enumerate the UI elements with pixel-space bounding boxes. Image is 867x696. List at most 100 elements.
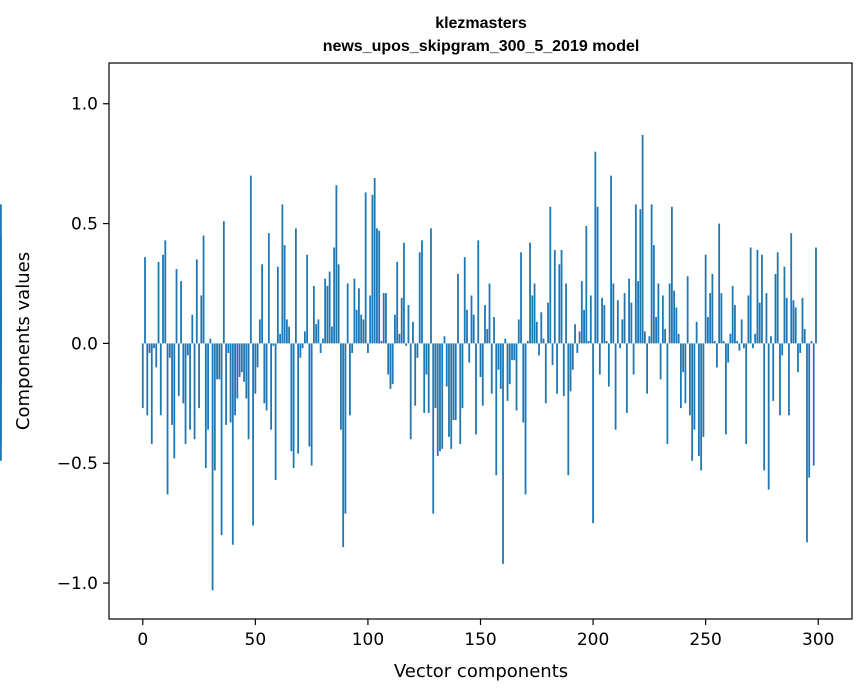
bar-component-9 — [162, 254, 164, 344]
bar-component-167 — [517, 319, 520, 344]
bar-component-226 — [650, 204, 653, 344]
bar-component-15 — [175, 269, 178, 344]
bar-component-276 — [763, 343, 766, 471]
bar-component-200 — [592, 343, 594, 524]
bar-component-177 — [540, 312, 543, 344]
bar-component-59 — [274, 343, 277, 480]
bar-component-108 — [385, 293, 387, 344]
bar-component-3 — [148, 343, 151, 353]
bar-component-111 — [391, 343, 394, 385]
bar-component-93 — [351, 343, 354, 353]
bar-component-157 — [495, 343, 498, 476]
chart-title-line-2: news_upos_skipgram_300_5_2019 model — [323, 38, 640, 55]
bar-component-293 — [801, 297, 804, 344]
bar-component-150 — [479, 343, 482, 377]
bar-component-25 — [198, 343, 200, 409]
bar-component-287 — [788, 343, 790, 416]
bar-component-265 — [738, 343, 741, 351]
bar-series — [0, 134, 817, 591]
bar-component-250 — [704, 254, 707, 344]
bar-component-201 — [594, 151, 597, 344]
bar-component-95 — [355, 309, 358, 344]
bar-component-153 — [486, 329, 489, 344]
bar-component-259 — [725, 343, 727, 435]
bar-component-56 — [267, 233, 270, 344]
bar-component-37 — [225, 343, 227, 425]
bar-component-147 — [472, 314, 475, 344]
bar-component-11 — [166, 343, 169, 495]
bar-component-149 — [477, 240, 480, 344]
bar-component-171 — [526, 341, 529, 344]
bar-component-195 — [580, 281, 583, 344]
bar-component-262 — [731, 285, 734, 344]
bar-component-126 — [425, 343, 428, 375]
bar-component-288 — [790, 233, 793, 344]
bar-component-181 — [549, 206, 552, 344]
bar-component-189 — [567, 343, 570, 476]
bar-component-233 — [666, 343, 669, 445]
bar-component-74 — [308, 343, 311, 447]
bar-component-197 — [585, 225, 588, 344]
bar-component-34 — [218, 343, 221, 380]
bar-component-65 — [288, 326, 291, 344]
x-tick-label: 150 — [464, 630, 496, 650]
bar-component-123 — [418, 252, 421, 344]
bar-component-232 — [664, 329, 667, 344]
bar-component-136 — [448, 343, 450, 437]
bar-component-165 — [513, 343, 516, 361]
bar-component-188 — [565, 283, 567, 344]
bar-component-133 — [441, 343, 444, 449]
x-axis-ticks: 0 50 100 150 200 250 300 — [137, 619, 834, 650]
bar-component-38 — [227, 343, 230, 353]
bar-component-114 — [398, 333, 401, 344]
bar-component-143 — [463, 257, 466, 344]
bar-component-182 — [551, 343, 554, 365]
bar-component-101 — [369, 295, 372, 344]
bar-component-273 — [756, 249, 759, 344]
bar-component-284 — [781, 343, 784, 356]
bar-component-175 — [535, 321, 538, 344]
bar-component-12 — [168, 343, 171, 358]
bar-component-72 — [303, 331, 306, 344]
bar-component-196 — [583, 309, 585, 344]
bar-component-247 — [698, 343, 700, 457]
bar-component-160 — [502, 343, 504, 564]
bar-component-249 — [702, 343, 705, 437]
bar-component-166 — [515, 343, 518, 411]
bar-component-75 — [310, 343, 313, 466]
bar-component-45 — [243, 343, 245, 382]
bar-component-168 — [520, 252, 522, 344]
bar-component-148 — [475, 343, 477, 435]
bar-component-47 — [247, 343, 250, 440]
bar-component-4 — [150, 343, 153, 445]
bar-component-198 — [587, 341, 590, 344]
bar-component-26 — [200, 295, 203, 344]
bar-component-203 — [598, 343, 601, 375]
bar-component-30 — [209, 338, 212, 344]
y-tick-label: 1.0 — [71, 95, 98, 115]
bar-component-275 — [761, 254, 763, 344]
bar-component-208 — [610, 175, 612, 344]
bar-component-19 — [184, 343, 187, 445]
bar-component-172 — [529, 242, 531, 344]
bar-component-204 — [601, 297, 603, 344]
bar-component-139 — [454, 343, 457, 421]
bar-component-164 — [511, 343, 513, 361]
bar-component-50 — [254, 343, 257, 394]
bar-component-255 — [716, 343, 718, 368]
bar-component-191 — [571, 343, 574, 370]
bar-component-215 — [625, 343, 628, 413]
bar-component-94 — [353, 278, 356, 344]
bar-component-36 — [222, 221, 225, 344]
bar-component-230 — [659, 343, 662, 380]
bar-component-179 — [544, 343, 547, 404]
bar-component-17 — [180, 281, 182, 344]
bar-component-53 — [261, 264, 263, 344]
bar-component-286 — [785, 297, 788, 344]
bar-component-63 — [283, 245, 286, 344]
bar-component-152 — [484, 305, 486, 344]
bar-component-192 — [574, 324, 576, 344]
x-tick-label: 200 — [577, 630, 609, 650]
bar-component-33 — [216, 343, 218, 380]
bar-component-115 — [400, 297, 403, 344]
